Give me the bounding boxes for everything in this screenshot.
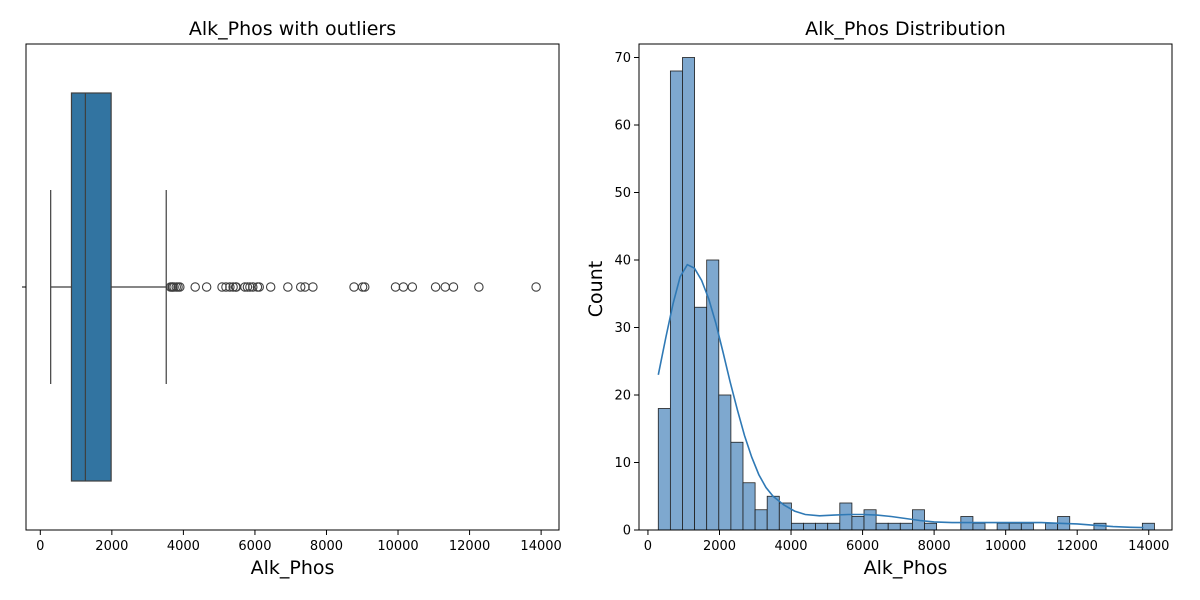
histogram-y-tick-label: 60 (614, 119, 631, 134)
boxplot-title: Alk_Phos with outliers (189, 18, 396, 40)
outlier-point (360, 282, 370, 292)
boxplot-x-tick-label: 8000 (310, 539, 343, 554)
histogram-bar (694, 306, 708, 531)
histogram-panel: Alk_Phos Distribution 0 2000 4000 6000 8000 1… (585, 18, 1173, 579)
histogram-kde-line (657, 263, 1144, 529)
histogram-y-ticks: 0 10 20 30 40 50 60 70 (614, 51, 639, 539)
histogram-y-axis-label: Count (585, 261, 607, 317)
outlier-point (254, 282, 264, 292)
boxplot-x-tick-label: 2000 (95, 539, 128, 554)
boxplot-x-tick-label: 14000 (520, 539, 561, 554)
histogram-bar (730, 441, 744, 531)
outlier-point (283, 282, 293, 292)
outlier-point (531, 282, 541, 292)
histogram-bar (899, 522, 913, 531)
histogram-bar (754, 509, 768, 531)
boxplot-x-tick-label: 6000 (238, 539, 271, 554)
boxplot-frame (25, 43, 560, 531)
histogram-bar (669, 70, 683, 531)
histogram-x-tick-label: 12000 (1057, 539, 1098, 554)
outlier-point (448, 282, 459, 292)
histogram-y-tick-label: 30 (614, 321, 631, 336)
histogram-bar (682, 57, 695, 531)
histogram-y-tick-label: 40 (614, 254, 631, 269)
histogram-bar (718, 394, 732, 531)
histogram-bar (742, 482, 756, 531)
histogram-bar (657, 408, 671, 531)
histogram-y-tick-label: 0 (623, 524, 631, 539)
histogram-title: Alk_Phos Distribution (805, 18, 1006, 40)
outlier-point (398, 282, 409, 292)
boxplot-x-axis-label: Alk_Phos (251, 557, 335, 579)
outlier-point (265, 282, 276, 292)
outlier-point (308, 282, 318, 292)
outlier-point (295, 282, 306, 292)
histogram-x-tick-label: 10000 (985, 539, 1026, 554)
histogram-x-tick-label: 4000 (774, 539, 807, 554)
histogram-bar (863, 509, 877, 531)
histogram-x-tick-label: 2000 (703, 539, 736, 554)
outlier-point (474, 282, 484, 292)
histogram-bar (790, 522, 804, 531)
histogram-bar (851, 516, 865, 531)
outlier-point (440, 282, 450, 292)
boxplot-x-ticks: 0 2000 4000 6000 8000 10000 12000 14000 (36, 530, 562, 554)
outlier-point (349, 282, 359, 292)
box-iqr (70, 92, 112, 482)
histogram-bar (887, 522, 901, 531)
histogram-bar (875, 522, 889, 531)
histogram-bar (1141, 522, 1155, 531)
histogram-bar (815, 522, 829, 531)
outlier-point (357, 282, 368, 292)
histogram-bar (1020, 522, 1034, 531)
outlier-point (201, 282, 212, 292)
outlier-point (225, 282, 235, 292)
histogram-bar (1045, 522, 1059, 531)
outlier-point (430, 282, 441, 292)
outlier-point (228, 282, 238, 292)
boxplot-x-tick-label: 12000 (449, 539, 490, 554)
histogram-bar (827, 522, 841, 531)
boxplot-plot-area (22, 92, 541, 482)
outlier-point (175, 282, 185, 292)
histogram-bar (803, 522, 817, 531)
histogram-bar (972, 522, 986, 531)
outlier-point (407, 282, 418, 292)
histogram-bar (778, 502, 792, 531)
outlier-point (242, 282, 253, 292)
histogram-x-tick-label: 8000 (918, 539, 951, 554)
boxplot-panel: Alk_Phos with outliers 0 2000 4000 6000 8000… (22, 18, 562, 579)
histogram-bar (996, 522, 1010, 531)
histogram-x-ticks: 0 2000 4000 6000 8000 10000 12000 14000 (644, 530, 1169, 554)
histogram-x-tick-label: 14000 (1128, 539, 1169, 554)
histogram-y-tick-label: 10 (614, 456, 631, 471)
outlier-point (390, 282, 401, 292)
histogram-bar (766, 495, 780, 531)
boxplot-x-tick-label: 10000 (377, 539, 418, 554)
histogram-y-tick-label: 50 (614, 186, 631, 201)
histogram-x-axis-label: Alk_Phos (864, 557, 948, 579)
outlier-point (248, 282, 258, 292)
histogram-bar (924, 522, 938, 531)
outlier-point (245, 282, 255, 292)
histogram-bars (657, 57, 1155, 531)
histogram-x-tick-label: 0 (644, 539, 652, 554)
outlier-point (190, 282, 200, 292)
histogram-bar (1008, 522, 1022, 531)
boxplot-x-tick-label: 4000 (167, 539, 200, 554)
histogram-bar (839, 502, 853, 531)
boxplot-x-tick-label: 0 (36, 539, 44, 554)
histogram-frame (638, 43, 1173, 531)
histogram-y-tick-label: 20 (614, 389, 631, 404)
histogram-x-tick-label: 6000 (846, 539, 879, 554)
histogram-y-tick-label: 70 (614, 51, 631, 66)
outlier-point (221, 282, 231, 292)
